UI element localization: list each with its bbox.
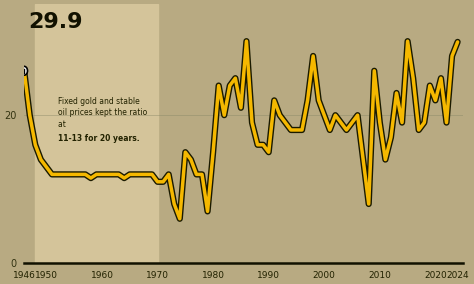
Text: Fixed gold and stable
oil prices kept the ratio
at: Fixed gold and stable oil prices kept th… bbox=[57, 97, 147, 129]
Text: 11-13 for 20 years.: 11-13 for 20 years. bbox=[57, 134, 139, 143]
Bar bbox=[35, 4, 157, 263]
Circle shape bbox=[21, 66, 27, 75]
Text: 29.9: 29.9 bbox=[28, 12, 83, 32]
